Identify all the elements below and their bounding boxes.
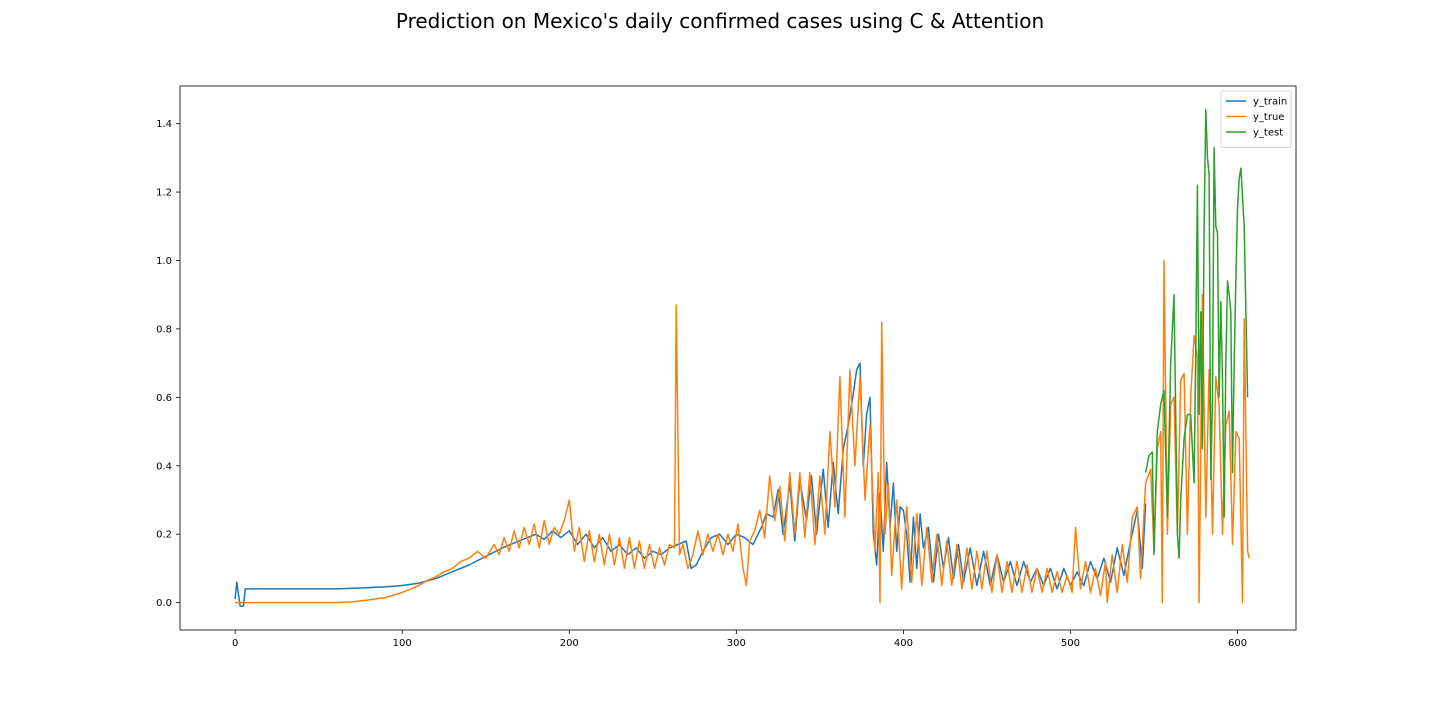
- legend-label-y_true: y_true: [1253, 112, 1284, 123]
- plot-frame: [179, 85, 1297, 631]
- y-tick-label: 1.2: [156, 188, 172, 199]
- y-tick-label: 0.0: [156, 598, 172, 609]
- y-tick-label: 1.0: [156, 256, 172, 267]
- plot-lines: [234, 109, 1250, 607]
- x-axis: 0 100 200 300 400 500 600: [232, 630, 1247, 649]
- y-tick-label: 1.4: [156, 119, 172, 130]
- y-axis: 0.0 0.2 0.4 0.6 0.8 1.0 1.2 1.4: [156, 119, 180, 609]
- x-tick-label: 400: [894, 638, 913, 649]
- legend-label-y_test: y_test: [1253, 128, 1283, 139]
- y-tick-label: 0.8: [156, 324, 172, 335]
- legend-label-y_train: y_train: [1253, 97, 1287, 108]
- y-tick-label: 0.4: [156, 461, 172, 472]
- series-line-y_test: [1144, 109, 1249, 559]
- y-tick-label: 0.6: [156, 393, 172, 404]
- legend-box: [1220, 90, 1292, 148]
- legend: y_train y_true y_test: [1220, 90, 1292, 148]
- x-tick-label: 500: [1061, 638, 1080, 649]
- x-tick-label: 0: [232, 638, 238, 649]
- x-tick-label: 100: [393, 638, 412, 649]
- x-tick-label: 300: [727, 638, 746, 649]
- x-tick-label: 600: [1228, 638, 1247, 649]
- series-line-y_true: [235, 259, 1250, 604]
- chart-title: Prediction on Mexico's daily confirmed c…: [395, 9, 1045, 33]
- x-tick-label: 200: [560, 638, 579, 649]
- y-tick-label: 0.2: [156, 530, 172, 541]
